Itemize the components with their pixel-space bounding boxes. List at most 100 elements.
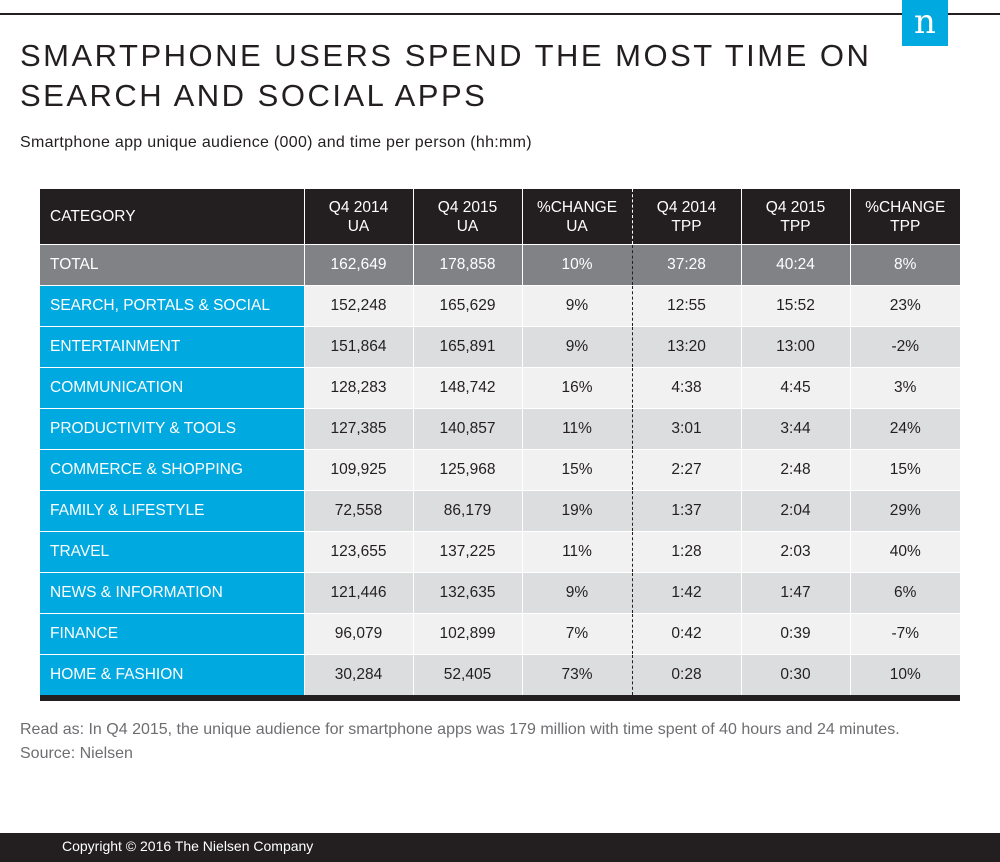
value-cell: 2:48 (740, 449, 850, 491)
value-cell: 148,742 (412, 367, 522, 409)
table-row: NEWS & INFORMATION 121,446 132,635 9% 1:42 1:… (40, 572, 960, 614)
value-cell: 151,864 (303, 326, 413, 368)
footnote: Read as: In Q4 2015, the unique audience… (20, 718, 900, 766)
column-header-line: Q4 2014 (656, 198, 717, 216)
column-header-line: %CHANGE (536, 198, 618, 216)
value-cell: 4:45 (740, 367, 850, 409)
value-cell: 0:30 (740, 654, 850, 698)
category-cell: PRODUCTIVITY & TOOLS (40, 408, 304, 450)
read-as-note: Read as: In Q4 2015, the unique audience… (20, 721, 900, 738)
footer-bar: Copyright © 2016 The Nielsen Company (0, 833, 1000, 862)
value-cell: 162,649 (303, 244, 413, 286)
source-note: Source: Nielsen (20, 745, 133, 762)
value-cell: 1:42 (631, 572, 741, 614)
data-table-container: CATEGORY Q4 2014 UA Q4 2015 UA %CHANGE UA Q4 20… (40, 189, 960, 701)
column-header-line: Q4 2015 (437, 198, 498, 216)
table-row: TRAVEL 123,655 137,225 11% 1:28 2:03 40% (40, 531, 960, 573)
value-cell: 4:38 (631, 367, 741, 409)
subtitle: Smartphone app unique audience (000) and… (20, 134, 532, 151)
value-cell: 19% (521, 490, 632, 532)
value-cell: 10% (521, 244, 632, 286)
value-cell: -7% (849, 613, 960, 655)
value-cell: 1:47 (740, 572, 850, 614)
value-cell: 16% (521, 367, 632, 409)
category-cell: FAMILY & LIFESTYLE (40, 490, 304, 532)
value-cell: 3:01 (631, 408, 741, 450)
value-cell: 96,079 (303, 613, 413, 655)
table-row: PRODUCTIVITY & TOOLS 127,385 140,857 11% 3:0… (40, 408, 960, 450)
value-cell: 15% (521, 449, 632, 491)
value-cell: 152,248 (303, 285, 413, 327)
value-cell: 73% (521, 654, 632, 698)
value-cell: 9% (521, 285, 632, 327)
table-row: COMMERCE & SHOPPING 109,925 125,968 15% 2:27… (40, 449, 960, 491)
column-header-line: UA (347, 217, 370, 235)
value-cell: 8% (849, 244, 960, 286)
column-header-line: UA (566, 217, 588, 235)
column-header-5: Q4 2015 TPP (740, 189, 850, 245)
top-rule (0, 13, 1000, 15)
column-header-line: %CHANGE (865, 198, 946, 216)
category-cell: COMMERCE & SHOPPING (40, 449, 304, 491)
category-cell: SEARCH, PORTALS & SOCIAL (40, 285, 304, 327)
value-cell: 102,899 (412, 613, 522, 655)
value-cell: 109,925 (303, 449, 413, 491)
column-header-6: %CHANGE TPP (849, 189, 960, 245)
value-cell: 9% (521, 572, 632, 614)
category-cell: NEWS & INFORMATION (40, 572, 304, 614)
value-cell: 15:52 (740, 285, 850, 327)
data-table: CATEGORY Q4 2014 UA Q4 2015 UA %CHANGE UA Q4 20… (40, 189, 960, 701)
value-cell: 52,405 (412, 654, 522, 698)
column-header-line: TPP (890, 217, 921, 235)
value-cell: 0:39 (740, 613, 850, 655)
nielsen-logo: n (902, 0, 948, 46)
value-cell: 178,858 (412, 244, 522, 286)
column-header-line: Q4 2015 (765, 198, 826, 216)
page-title: SMARTPHONE USERS SPEND THE MOST TIME ON … (20, 38, 872, 113)
value-cell: 140,857 (412, 408, 522, 450)
value-cell: 123,655 (303, 531, 413, 573)
value-cell: 12:55 (631, 285, 741, 327)
value-cell: -2% (849, 326, 960, 368)
value-cell: 7% (521, 613, 632, 655)
value-cell: 128,283 (303, 367, 413, 409)
column-header-line: CATEGORY (50, 208, 136, 225)
value-cell: 3% (849, 367, 960, 409)
value-cell: 3:44 (740, 408, 850, 450)
table-row: FAMILY & LIFESTYLE 72,558 86,179 19% 1:37 2:0… (40, 490, 960, 532)
value-cell: 0:42 (631, 613, 741, 655)
copyright-text: Copyright © 2016 The Nielsen Company (62, 838, 314, 854)
category-cell: COMMUNICATION (40, 367, 304, 409)
value-cell: 29% (849, 490, 960, 532)
value-cell: 121,446 (303, 572, 413, 614)
category-cell: TRAVEL (40, 531, 304, 573)
value-cell: 2:03 (740, 531, 850, 573)
table-row: SEARCH, PORTALS & SOCIAL 152,248 165,629 9%… (40, 285, 960, 327)
column-header-line: Q4 2014 (328, 198, 389, 216)
value-cell: 15% (849, 449, 960, 491)
category-cell: ENTERTAINMENT (40, 326, 304, 368)
value-cell: 125,968 (412, 449, 522, 491)
table-body: TOTAL 162,649 178,858 10% 37:28 40:24 8% SEARCH… (40, 244, 960, 698)
value-cell: 2:04 (740, 490, 850, 532)
value-cell: 86,179 (412, 490, 522, 532)
value-cell: 24% (849, 408, 960, 450)
category-cell: TOTAL (40, 244, 304, 286)
table-header-row: CATEGORY Q4 2014 UA Q4 2015 UA %CHANGE UA Q4 20… (40, 189, 960, 245)
value-cell: 165,891 (412, 326, 522, 368)
column-header-0: CATEGORY (40, 189, 304, 245)
category-cell: HOME & FASHION (40, 654, 304, 698)
value-cell: 11% (521, 531, 632, 573)
value-cell: 1:37 (631, 490, 741, 532)
value-cell: 6% (849, 572, 960, 614)
column-header-line: TPP (780, 217, 811, 235)
value-cell: 1:28 (631, 531, 741, 573)
value-cell: 37:28 (631, 244, 741, 286)
column-header-4: Q4 2014 TPP (631, 189, 741, 245)
table-row: HOME & FASHION 30,284 52,405 73% 0:28 0:30 10% (40, 654, 960, 698)
value-cell: 127,385 (303, 408, 413, 450)
category-cell: FINANCE (40, 613, 304, 655)
value-cell: 132,635 (412, 572, 522, 614)
column-header-3: %CHANGE UA (521, 189, 632, 245)
value-cell: 40% (849, 531, 960, 573)
